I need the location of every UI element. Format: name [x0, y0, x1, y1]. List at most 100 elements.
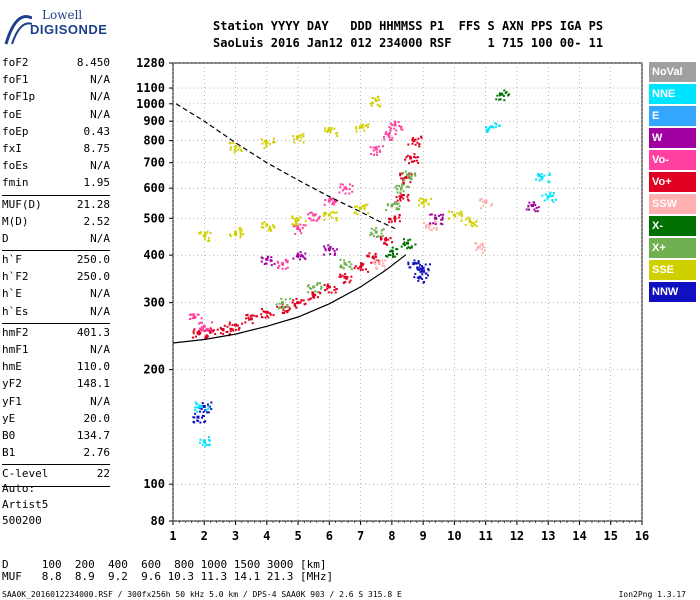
data-point	[202, 439, 206, 443]
data-pixel	[426, 274, 429, 277]
data-pixel	[333, 203, 336, 206]
data-pixel	[303, 303, 306, 306]
data-pixel	[537, 206, 540, 209]
data-pixel	[262, 310, 265, 313]
data-pixel	[314, 213, 317, 216]
data-pixel	[316, 296, 319, 299]
data-pixel	[389, 254, 392, 257]
data-pixel	[289, 297, 292, 300]
data-point	[312, 285, 316, 289]
data-pixel	[197, 330, 200, 333]
data-pixel	[331, 247, 334, 250]
data-pixel	[336, 217, 339, 220]
param-label: h`E	[2, 287, 22, 301]
data-pixel	[412, 137, 415, 140]
data-pixel	[295, 222, 298, 225]
data-pixel	[415, 262, 418, 265]
parameter-table: foF2 8.450 foF1 N/A foF1p N/A foE N/A foEp 0.43 fx…	[2, 56, 110, 489]
data-pixel	[193, 416, 196, 419]
data-pixel	[328, 249, 331, 252]
param-row: foE N/A	[2, 108, 110, 125]
data-pixel	[268, 142, 271, 145]
data-pixel	[238, 228, 241, 231]
data-pixel	[296, 136, 299, 139]
data-pixel	[374, 259, 377, 262]
data-pixel	[534, 204, 537, 207]
data-pixel	[540, 173, 543, 176]
data-pixel	[269, 313, 272, 316]
data-pixel	[378, 149, 381, 152]
data-pixel	[285, 309, 288, 312]
data-pixel	[496, 94, 499, 97]
data-pixel	[325, 212, 328, 215]
data-pixel	[299, 229, 302, 232]
data-pixel	[333, 286, 336, 289]
data-point	[327, 247, 331, 251]
data-pixel	[471, 225, 474, 228]
data-pixel	[538, 179, 541, 182]
data-pixel	[366, 203, 369, 206]
legend-item-sse: SSE	[649, 260, 696, 280]
param-value: 2.52	[83, 214, 111, 228]
param-value: N/A	[90, 304, 110, 318]
logo-line2: DIGISONDE	[30, 22, 108, 37]
data-pixel	[200, 321, 203, 324]
data-pixel	[310, 211, 313, 214]
y-tick-label: 600	[143, 181, 165, 195]
data-pixel	[487, 128, 490, 131]
data-pixel	[234, 145, 237, 148]
data-pixel	[441, 223, 444, 226]
data-pixel	[384, 132, 387, 135]
data-pixel	[201, 416, 204, 419]
data-pixel	[399, 191, 402, 194]
data-pixel	[423, 269, 426, 272]
data-pixel	[284, 258, 287, 261]
data-pixel	[207, 444, 210, 447]
param-label: foF1p	[2, 90, 36, 104]
param-row: D N/A	[2, 232, 110, 249]
data-pixel	[362, 263, 365, 266]
data-pixel	[297, 255, 300, 258]
data-pixel	[395, 129, 398, 132]
data-pixel	[278, 306, 281, 309]
data-pixel	[309, 211, 312, 214]
param-row: fxI 8.75	[2, 142, 110, 159]
data-pixel	[199, 231, 202, 234]
data-pixel	[422, 221, 425, 224]
data-pixel	[282, 263, 285, 266]
data-pixel	[277, 266, 280, 269]
data-pixel	[385, 239, 388, 242]
data-pixel	[490, 204, 493, 207]
data-pixel	[408, 172, 411, 175]
param-value: N/A	[90, 343, 110, 356]
data-pixel	[373, 235, 376, 238]
param-label: hmF2	[2, 325, 29, 339]
data-pixel	[389, 129, 392, 132]
param-label: C-level	[2, 467, 49, 481]
data-pixel	[415, 159, 418, 162]
data-pixel	[328, 126, 331, 129]
data-pixel	[293, 302, 296, 305]
x-tick-label: 4	[263, 529, 270, 543]
data-pixel	[391, 256, 394, 259]
data-pixel	[407, 199, 410, 202]
data-pixel	[309, 297, 312, 300]
data-pixel	[361, 205, 364, 208]
param-row: C-level 22	[2, 467, 110, 484]
data-pixel	[316, 283, 319, 286]
data-pixel	[380, 238, 383, 241]
data-pixel	[283, 312, 286, 315]
data-pixel	[371, 101, 374, 104]
data-pixel	[348, 192, 351, 195]
data-pixel	[552, 200, 555, 203]
data-point	[404, 176, 408, 179]
data-pixel	[421, 273, 424, 276]
data-pixel	[203, 441, 206, 444]
data-pixel	[234, 233, 237, 236]
curve-profile	[172, 254, 407, 344]
data-pixel	[414, 138, 417, 141]
data-pixel	[281, 306, 284, 309]
param-label: hmF1	[2, 343, 29, 356]
data-pixel	[327, 128, 330, 131]
data-point	[196, 415, 200, 419]
